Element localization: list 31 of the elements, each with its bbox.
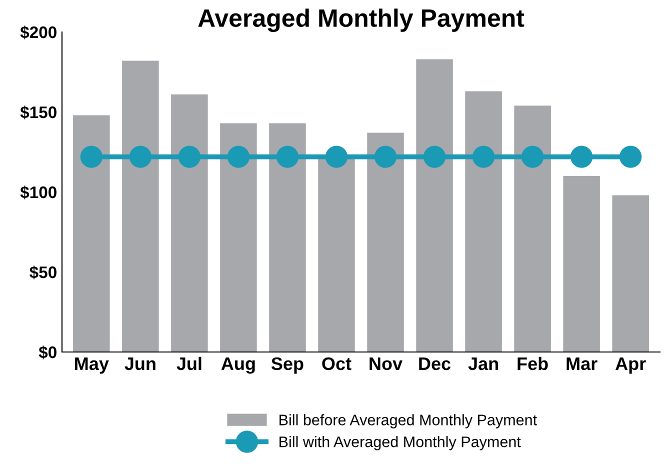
bar: [563, 176, 600, 352]
bar: [171, 94, 208, 352]
bar: [122, 60, 159, 352]
x-tick-label: Mar: [566, 358, 598, 370]
bar: [269, 123, 306, 352]
y-tick-label: $200: [20, 26, 56, 40]
y-tick-label: $150: [20, 106, 56, 120]
x-tick-label: May: [75, 358, 109, 374]
x-tick-label: Dec: [419, 358, 451, 370]
x-tick-label: Feb: [518, 356, 548, 370]
legend-label: Bill before Averaged Monthly Payment: [280, 414, 537, 428]
x-tick-label: Oct: [322, 357, 352, 370]
bar: [465, 91, 502, 352]
bar: [367, 132, 404, 352]
x-tick-label: Nov: [370, 358, 402, 370]
bar: [416, 59, 453, 352]
y-tick-label: $0: [38, 346, 56, 360]
bar: [220, 123, 257, 352]
x-tick-label: Sep: [271, 357, 304, 374]
y-tick-label: $100: [20, 186, 56, 200]
x-tick-label: Apr: [615, 358, 646, 374]
x-tick-label: Jan: [468, 358, 498, 370]
x-tick-label: Aug: [221, 357, 255, 374]
chart-title: Averaged Monthly Payment: [198, 8, 524, 32]
x-tick-label: Jul: [176, 356, 202, 370]
bar: [514, 106, 551, 352]
legend-label: Bill with Averaged Monthly Payment: [280, 436, 521, 450]
bar: [612, 195, 649, 352]
bar: [73, 115, 110, 352]
x-tick-label: Jun: [124, 358, 156, 370]
y-tick-label: $50: [30, 266, 56, 280]
